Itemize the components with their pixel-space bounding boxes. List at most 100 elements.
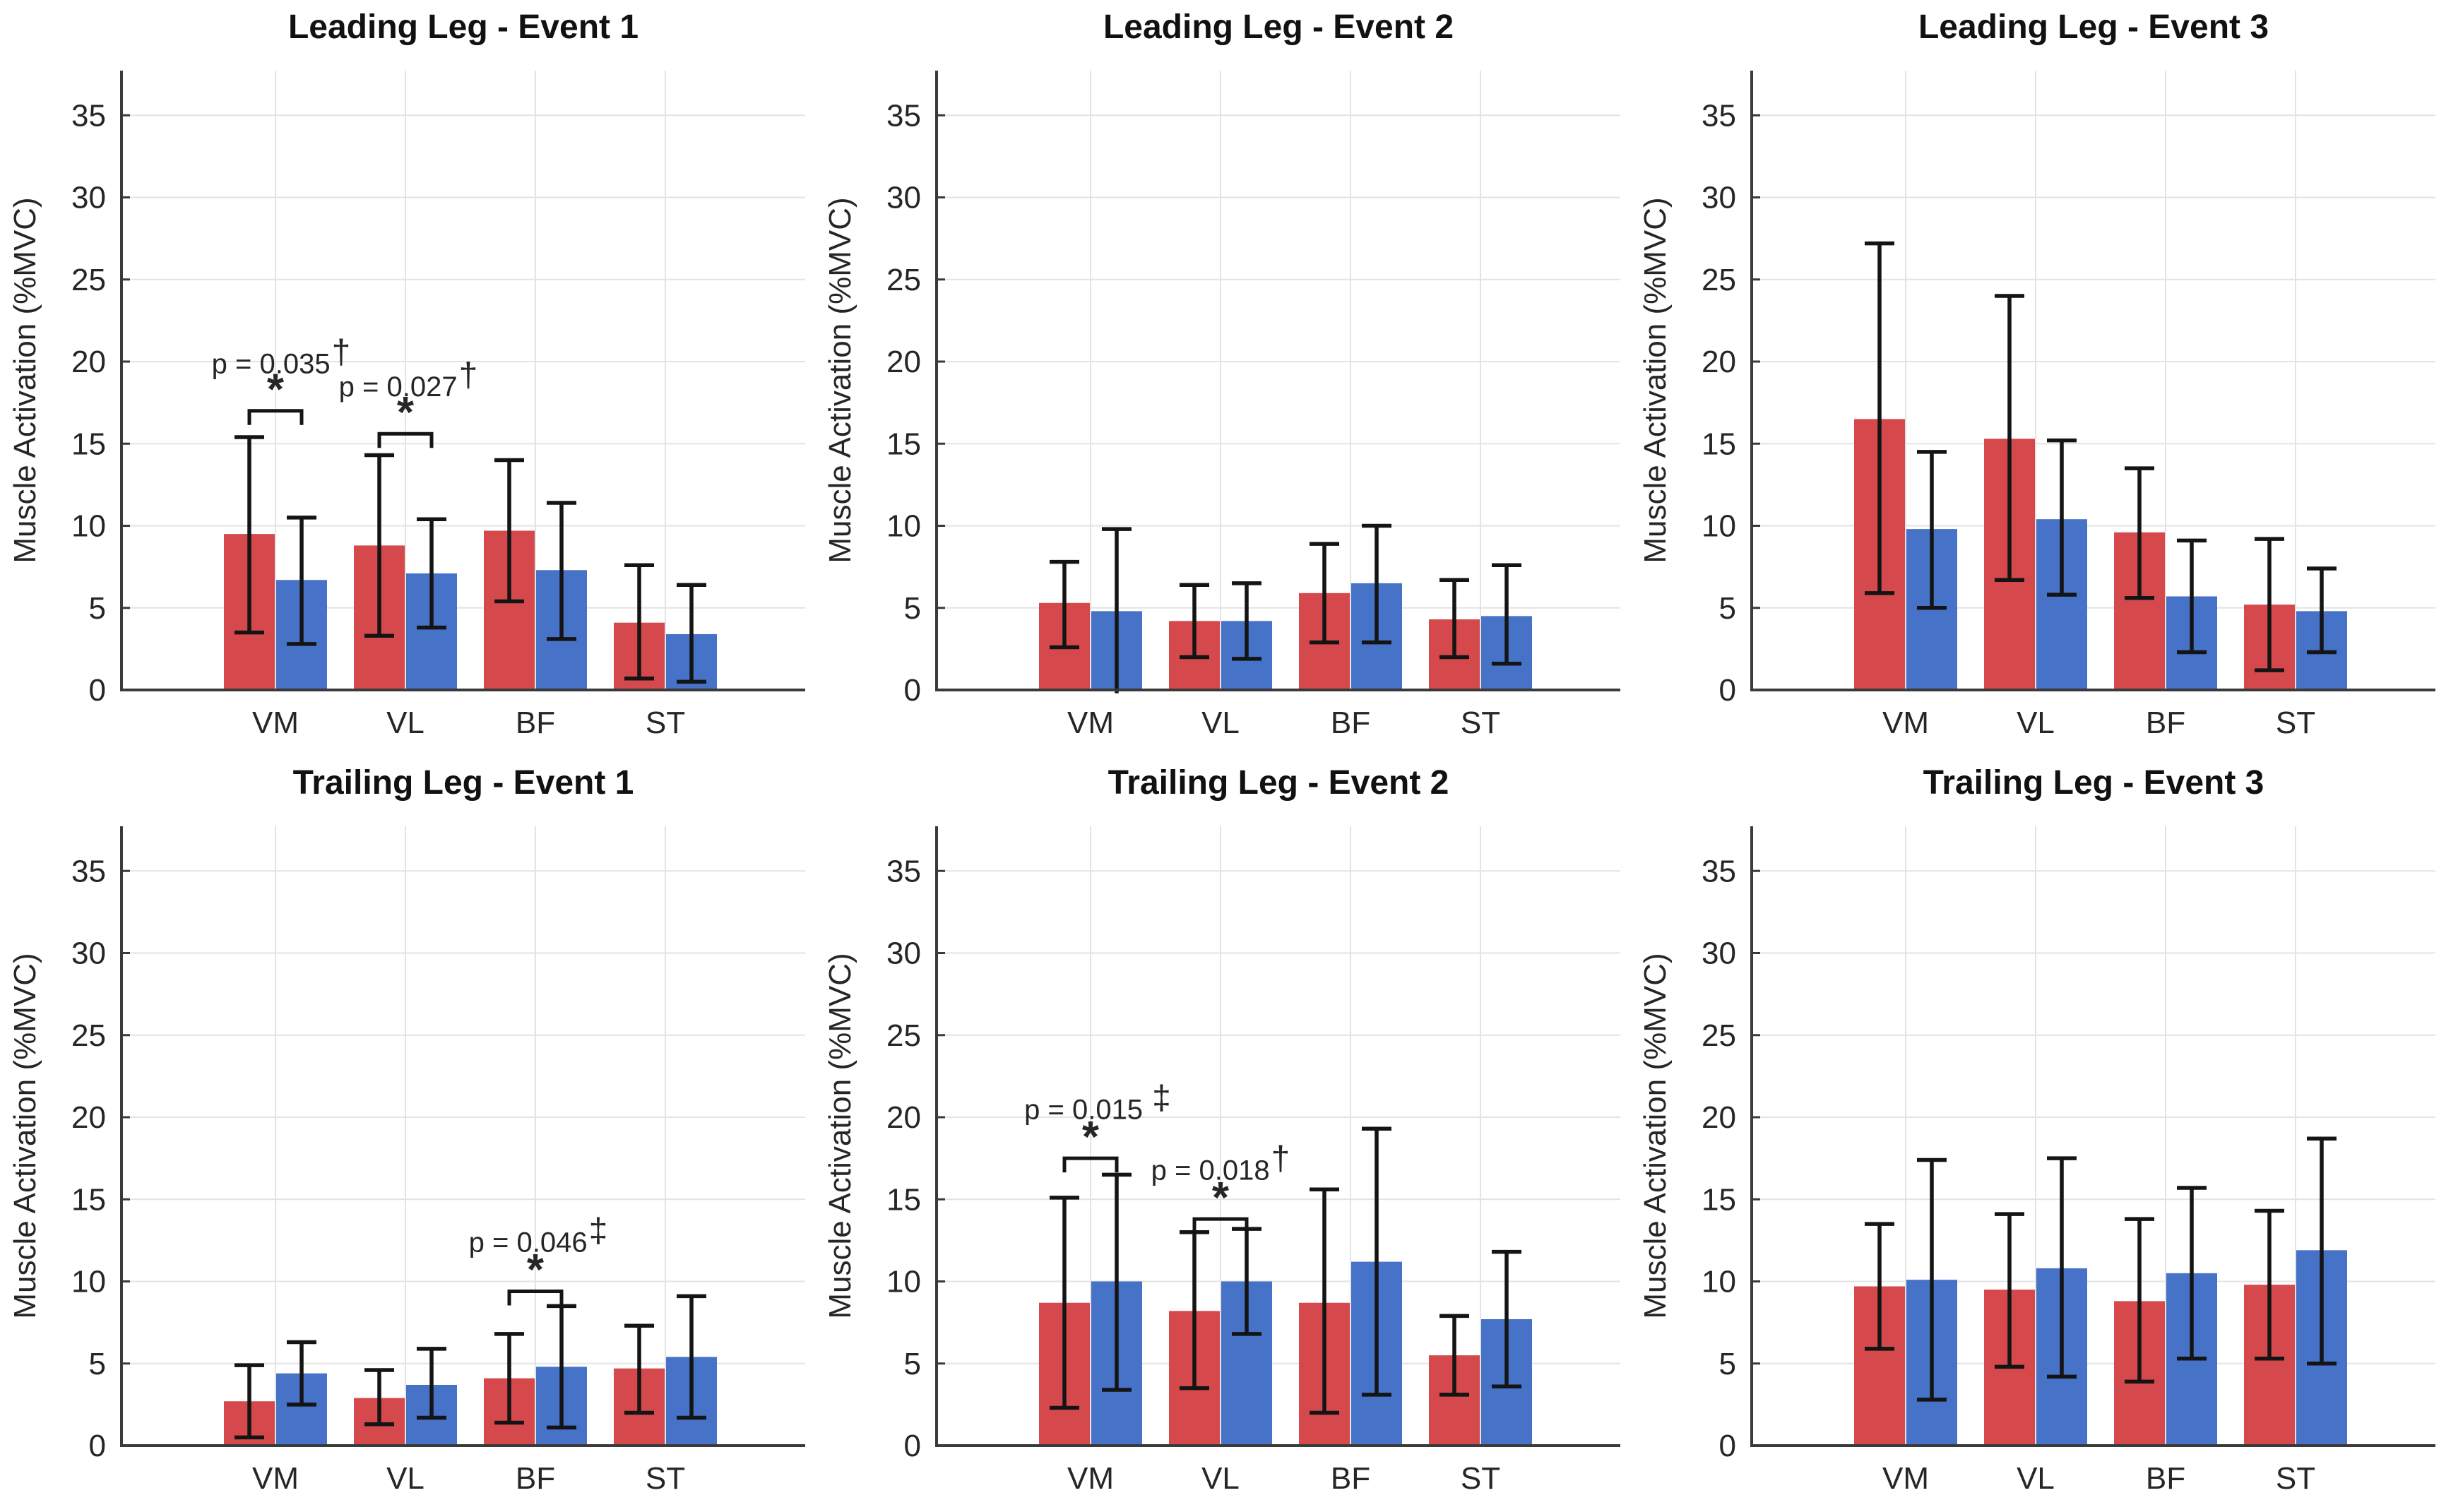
y-tick-label-5: 5 <box>904 1347 921 1381</box>
axes <box>120 826 805 1447</box>
bars <box>1854 1250 2347 1446</box>
x-tick-label-VL: VL <box>2017 1461 2055 1496</box>
y-tick-label-30: 30 <box>1702 181 1736 215</box>
significance-annotation: *p = 0.035† <box>212 333 351 425</box>
axes <box>935 71 1620 691</box>
y-tick-label-15: 15 <box>1702 1182 1736 1217</box>
y-tick-label-35: 35 <box>1702 98 1736 133</box>
y-tick-label-10: 10 <box>71 1265 106 1299</box>
y-tick-label-25: 25 <box>1702 263 1736 297</box>
x-tick-label-ST: ST <box>1461 706 1500 740</box>
significance-bracket <box>247 409 304 425</box>
significance-star: * <box>1212 1174 1230 1222</box>
y-tick-labels: 0 5 10 15 20 25 30 35 <box>1702 854 1736 1463</box>
x-tick-label-BF: BF <box>516 706 555 740</box>
x-tick-label-BF: BF <box>1331 1461 1370 1496</box>
y-axis-label: Muscle Activation (%MVC) <box>1638 197 1673 563</box>
panel-title: Leading Leg - Event 3 <box>1918 8 2269 46</box>
x-tick-label-ST: ST <box>1461 1461 1500 1496</box>
bars <box>1039 1261 1532 1446</box>
bars <box>224 1357 717 1446</box>
significance-star: * <box>527 1246 545 1294</box>
y-tick-label-15: 15 <box>886 427 921 461</box>
error-bars <box>234 435 706 684</box>
y-tick-label-20: 20 <box>71 1100 106 1135</box>
bars <box>1854 419 2347 690</box>
panel-title: Trailing Leg - Event 2 <box>1108 764 1449 802</box>
y-tick-label-35: 35 <box>71 98 106 133</box>
significance-bracket <box>1062 1156 1119 1173</box>
error-bars <box>234 1294 706 1440</box>
y-tick-label-5: 5 <box>904 591 921 626</box>
x-tick-labels: VM VL BF ST <box>252 706 685 740</box>
y-tick-label-20: 20 <box>1702 1100 1736 1135</box>
x-tick-label-VM: VM <box>252 706 299 740</box>
x-tick-label-VM: VM <box>1882 1461 1929 1496</box>
chart-panel-3: 0 5 10 15 20 25 30 35 VM VL BF ST Muscle Activation … <box>1638 8 2435 740</box>
y-tick-label-30: 30 <box>886 181 921 215</box>
x-tick-label-BF: BF <box>2146 1461 2185 1496</box>
y-tick-label-5: 5 <box>1719 1347 1736 1381</box>
y-tick-label-30: 30 <box>1702 936 1736 971</box>
significance-star: * <box>397 388 415 437</box>
y-tick-labels: 0 5 10 15 20 25 30 35 <box>71 98 106 708</box>
error-bars <box>1050 523 1521 694</box>
y-tick-label-10: 10 <box>886 1265 921 1299</box>
significance-annotation: *p = 0.046‡ <box>469 1213 608 1306</box>
gridlines <box>123 826 805 1445</box>
axes <box>935 826 1620 1447</box>
y-axis-label: Muscle Activation (%MVC) <box>8 197 42 563</box>
chart-panel-2: 0 5 10 15 20 25 30 35 VM VL BF ST Muscle Activation … <box>823 8 1620 740</box>
y-axis-label: Muscle Activation (%MVC) <box>1638 953 1673 1318</box>
y-tick-label-30: 30 <box>71 181 106 215</box>
x-tick-labels: VM VL BF ST <box>1067 706 1500 740</box>
y-tick-label-20: 20 <box>886 345 921 379</box>
y-tick-label-35: 35 <box>886 98 921 133</box>
y-tick-label-0: 0 <box>904 673 921 708</box>
y-tick-label-5: 5 <box>89 1347 106 1381</box>
x-tick-label-ST: ST <box>646 706 685 740</box>
significance-star: * <box>1082 1113 1100 1162</box>
x-tick-label-VL: VL <box>386 706 425 740</box>
x-tick-label-BF: BF <box>2146 706 2185 740</box>
chart-panel-4: *p = 0.046‡ 0 5 10 15 20 25 30 35 VM VL BF ST Muscle … <box>8 764 805 1496</box>
panel-title: Leading Leg - Event 1 <box>288 8 639 46</box>
y-tick-label-0: 0 <box>89 673 106 708</box>
y-tick-label-35: 35 <box>886 854 921 888</box>
p-value-label: p = 0.046‡ <box>469 1213 608 1258</box>
y-tick-label-15: 15 <box>71 1182 106 1217</box>
x-tick-label-VL: VL <box>1201 1461 1240 1496</box>
y-tick-label-10: 10 <box>1702 1265 1736 1299</box>
y-tick-label-15: 15 <box>1702 427 1736 461</box>
y-tick-label-5: 5 <box>1719 591 1736 626</box>
x-tick-label-BF: BF <box>516 1461 555 1496</box>
p-value-label: p = 0.015 ‡ <box>1024 1079 1171 1125</box>
x-tick-label-VL: VL <box>2017 706 2055 740</box>
error-bars <box>1865 1136 2337 1402</box>
y-tick-label-30: 30 <box>71 936 106 971</box>
chart-panel-6: 0 5 10 15 20 25 30 35 VM VL BF ST Muscle Activation … <box>1638 764 2435 1496</box>
y-tick-label-25: 25 <box>886 1018 921 1053</box>
panel-title: Trailing Leg - Event 1 <box>293 764 634 802</box>
y-tick-label-10: 10 <box>1702 509 1736 544</box>
significance-bracket <box>1192 1217 1249 1234</box>
y-tick-label-25: 25 <box>1702 1018 1736 1053</box>
p-value-label: p = 0.035† <box>212 333 351 379</box>
y-tick-labels: 0 5 10 15 20 25 30 35 <box>886 98 921 708</box>
significance-bracket <box>507 1289 564 1306</box>
significance-annotation: *p = 0.027† <box>339 357 477 448</box>
y-tick-labels: 0 5 10 15 20 25 30 35 <box>1702 98 1736 708</box>
panel-title: Trailing Leg - Event 3 <box>1923 764 2264 802</box>
y-tick-label-10: 10 <box>71 509 106 544</box>
y-tick-label-0: 0 <box>1719 1429 1736 1463</box>
x-tick-labels: VM VL BF ST <box>252 1461 685 1496</box>
gridlines <box>1753 71 2435 689</box>
axes <box>1750 71 2435 691</box>
x-tick-label-VM: VM <box>1067 1461 1114 1496</box>
axes <box>120 71 805 691</box>
y-tick-label-10: 10 <box>886 509 921 544</box>
y-tick-labels: 0 5 10 15 20 25 30 35 <box>71 854 106 1463</box>
